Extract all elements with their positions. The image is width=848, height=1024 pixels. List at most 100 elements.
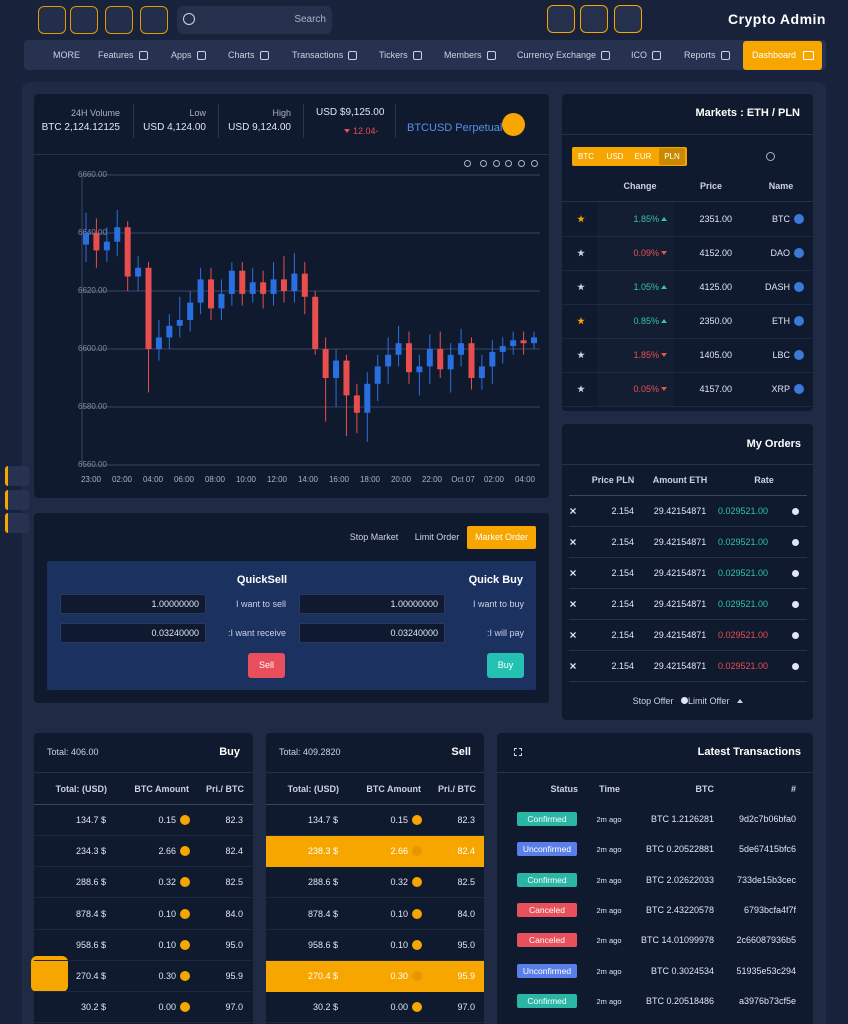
tx-time: 2m ago	[596, 966, 622, 976]
header-icon-button[interactable]	[614, 5, 642, 33]
button-label[interactable]: Buy	[497, 660, 514, 670]
nav-item[interactable]: Apps	[171, 50, 192, 60]
market-price: 4152.00	[699, 248, 732, 258]
chart-toolbar-icon[interactable]	[505, 160, 512, 167]
nav-item[interactable]: Dashboard	[752, 50, 797, 60]
amount-value: 0.03240000	[151, 628, 199, 638]
market-tab[interactable]: PLN	[664, 152, 680, 161]
nav-item[interactable]: Tickers	[379, 50, 408, 60]
row-price: 95.9	[457, 971, 475, 981]
footer-link[interactable]: Stop Offer	[632, 696, 674, 706]
star-icon[interactable]	[577, 317, 585, 325]
candle-body	[239, 270, 246, 294]
star-icon[interactable]	[577, 385, 585, 393]
cancel-icon[interactable]	[570, 508, 576, 514]
nav-icon	[260, 51, 269, 60]
chart-toolbar-icon[interactable]	[493, 160, 500, 167]
header-icon-button[interactable]	[140, 6, 168, 34]
candle-body	[249, 282, 256, 294]
candle-body	[531, 337, 537, 344]
coin-icon	[794, 384, 804, 394]
star-icon[interactable]	[577, 283, 585, 291]
nav-item[interactable]: Transactions	[292, 50, 344, 60]
cancel-icon[interactable]	[570, 663, 576, 669]
cancel-icon[interactable]	[570, 570, 576, 576]
order-tab[interactable]: Stop Market	[349, 532, 399, 542]
buy-button[interactable]: Buy	[487, 653, 524, 678]
row-divider	[266, 835, 484, 836]
order-tab[interactable]: Market Order	[474, 532, 528, 542]
order-tab-active[interactable]: Market Order	[467, 526, 536, 549]
amount-input[interactable]: 1.00000000	[60, 594, 206, 614]
coin-icon	[412, 1002, 422, 1013]
side-button[interactable]	[5, 513, 29, 533]
row-divider	[569, 681, 807, 682]
side-button[interactable]	[5, 466, 29, 486]
chart-header-divider	[34, 154, 549, 155]
footer-link[interactable]: Limit Offer	[688, 696, 730, 706]
status-label: Confirmed	[527, 874, 567, 885]
sell-button[interactable]: Sell	[248, 653, 285, 678]
chart-toolbar-icon[interactable]	[480, 160, 487, 167]
column-header: Pri./ BTC	[437, 784, 476, 794]
amount-input[interactable]: 0.03240000	[299, 623, 445, 643]
star-icon[interactable]	[577, 249, 585, 257]
cancel-icon[interactable]	[570, 601, 576, 607]
nav-item[interactable]: Currency Exchange	[517, 50, 597, 60]
search-icon[interactable]	[766, 152, 775, 161]
nav-item[interactable]: ICO	[631, 50, 648, 60]
column-header: Time	[599, 784, 620, 794]
row-divider	[569, 526, 807, 527]
star-icon[interactable]	[577, 351, 585, 359]
chart-toolbar-icon[interactable]	[531, 160, 538, 167]
header-icon-button[interactable]	[105, 6, 133, 34]
market-tab[interactable]: BTC	[578, 152, 594, 161]
tx-amount: BTC 14.01099978	[640, 935, 714, 946]
order-action-icon[interactable]	[792, 632, 799, 639]
header-icon-button[interactable]	[70, 6, 98, 34]
header-icon-button[interactable]	[580, 5, 608, 33]
amount-input[interactable]: 1.00000000	[299, 594, 445, 614]
candle-body	[405, 343, 412, 373]
candle-body	[322, 349, 329, 378]
order-action-icon[interactable]	[792, 508, 799, 515]
nav-item[interactable]: Reports	[684, 50, 716, 60]
market-name: LBC	[772, 350, 790, 360]
market-tab[interactable]: EUR	[634, 152, 652, 161]
tx-time: 2m ago	[596, 845, 622, 855]
market-tab[interactable]: USD	[606, 152, 624, 161]
nav-item[interactable]: Members	[444, 50, 482, 60]
star-icon[interactable]	[577, 215, 585, 223]
candle-body	[374, 366, 381, 384]
header-icon-button[interactable]	[547, 5, 575, 33]
button-label[interactable]: Sell	[258, 660, 274, 670]
x-tick-label: 04:00	[515, 475, 536, 484]
quick-title: Quick Buy	[468, 574, 523, 586]
order-tab[interactable]: Limit Order	[414, 532, 460, 542]
order-action-icon[interactable]	[792, 601, 799, 608]
candle-body	[353, 395, 360, 413]
nav-item[interactable]: Charts	[228, 50, 255, 60]
chart-toolbar-icon[interactable]	[464, 160, 471, 167]
dashboard-button[interactable]: Dashboard	[743, 41, 822, 70]
status-label: Unconfirmed	[522, 965, 572, 976]
amount-input[interactable]: 0.03240000	[60, 623, 206, 643]
search-box[interactable]: Search	[177, 6, 332, 34]
nav-icon	[348, 51, 357, 60]
chart-toolbar-icon[interactable]	[518, 160, 525, 167]
floating-button[interactable]	[31, 956, 68, 992]
order-action-icon[interactable]	[792, 570, 799, 577]
nav-item[interactable]: Features	[98, 50, 134, 60]
nav-item[interactable]: MORE	[53, 50, 80, 60]
x-tick-label: 08:00	[205, 475, 226, 484]
header-icon-button[interactable]	[38, 6, 66, 34]
column-header: Change	[623, 181, 657, 191]
status-badge: Confirmed	[517, 812, 577, 826]
cancel-icon[interactable]	[570, 632, 576, 638]
side-button[interactable]	[5, 490, 29, 510]
expand-icon[interactable]	[514, 748, 522, 756]
order-action-icon[interactable]	[792, 539, 799, 546]
cancel-icon[interactable]	[570, 539, 576, 545]
candle-body	[489, 351, 496, 367]
order-action-icon[interactable]	[792, 663, 799, 670]
